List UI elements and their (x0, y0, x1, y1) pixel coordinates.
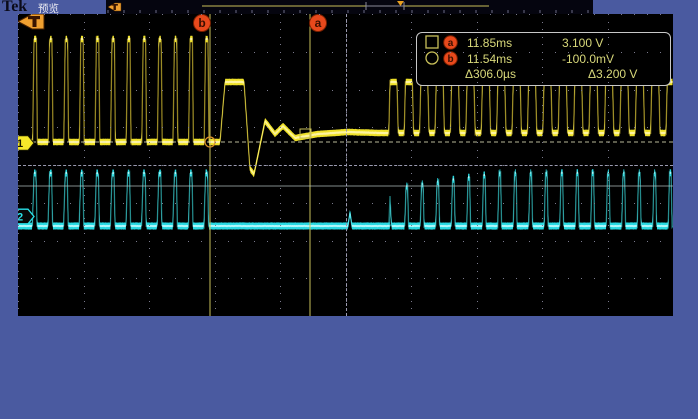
svg-text:a: a (315, 16, 322, 30)
svg-text:1: 1 (18, 138, 23, 150)
svg-text:a: a (448, 38, 454, 49)
svg-text:b: b (447, 54, 453, 65)
svg-text:b: b (198, 16, 205, 30)
